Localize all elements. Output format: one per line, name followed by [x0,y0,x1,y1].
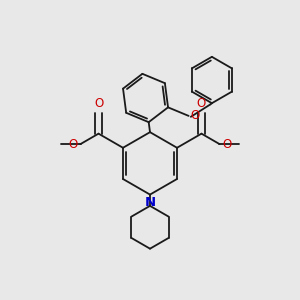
Text: O: O [94,98,103,110]
Text: O: O [190,110,200,122]
Text: N: N [144,196,156,209]
Text: O: O [69,138,78,151]
Text: O: O [222,138,231,151]
Text: O: O [197,98,206,110]
